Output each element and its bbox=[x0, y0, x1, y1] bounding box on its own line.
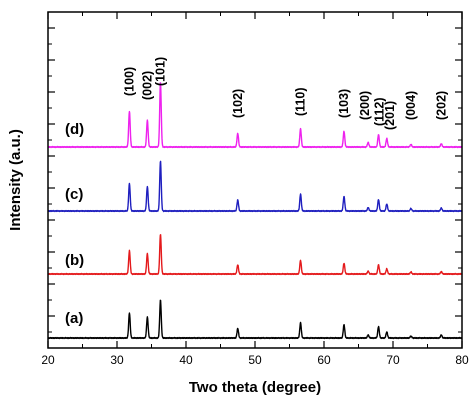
peak-annotation-002: (002) bbox=[140, 71, 154, 100]
series-line-d bbox=[47, 82, 463, 149]
peak-annotation-110: (110) bbox=[294, 88, 308, 117]
peak-annotation-004: (004) bbox=[404, 91, 418, 120]
peak-annotation-112: (112) bbox=[373, 98, 387, 127]
series-label-b: (b) bbox=[65, 252, 84, 269]
y-axis-title: Intensity (a.u.) bbox=[7, 129, 24, 231]
x-tick-label-70: 70 bbox=[386, 353, 400, 367]
x-tick-label-30: 30 bbox=[110, 353, 124, 367]
x-tick-label-50: 50 bbox=[248, 353, 262, 367]
series-line-b bbox=[47, 234, 463, 276]
peak-annotation-200: (200) bbox=[358, 91, 372, 120]
peak-annotation-102: (102) bbox=[231, 89, 245, 118]
peak-annotation-202: (202) bbox=[434, 91, 448, 120]
x-tick-label-40: 40 bbox=[179, 353, 193, 367]
series-label-a: (a) bbox=[65, 310, 83, 327]
plot-frame bbox=[47, 11, 463, 349]
x-tick-label-20: 20 bbox=[41, 353, 55, 367]
axes-layer bbox=[47, 11, 463, 349]
peak-annotation-103: (103) bbox=[337, 89, 351, 118]
series-label-d: (d) bbox=[65, 121, 84, 138]
series-line-a bbox=[47, 299, 463, 340]
x-axis-title: Two theta (degree) bbox=[189, 379, 321, 396]
peak-annotation-100: (100) bbox=[122, 67, 136, 96]
text-layer: (a) (b) (c) (d) 20 30 40 50 60 70 80 Two theta (deg… bbox=[7, 57, 469, 396]
series-line-c bbox=[47, 160, 463, 213]
series-layer bbox=[47, 82, 463, 340]
peak-annotation-201: (201) bbox=[383, 101, 397, 130]
x-tick-label-60: 60 bbox=[317, 353, 331, 367]
peak-annotation-101: (101) bbox=[154, 57, 168, 86]
x-tick-label-80: 80 bbox=[455, 353, 469, 367]
series-label-c: (c) bbox=[65, 186, 83, 203]
